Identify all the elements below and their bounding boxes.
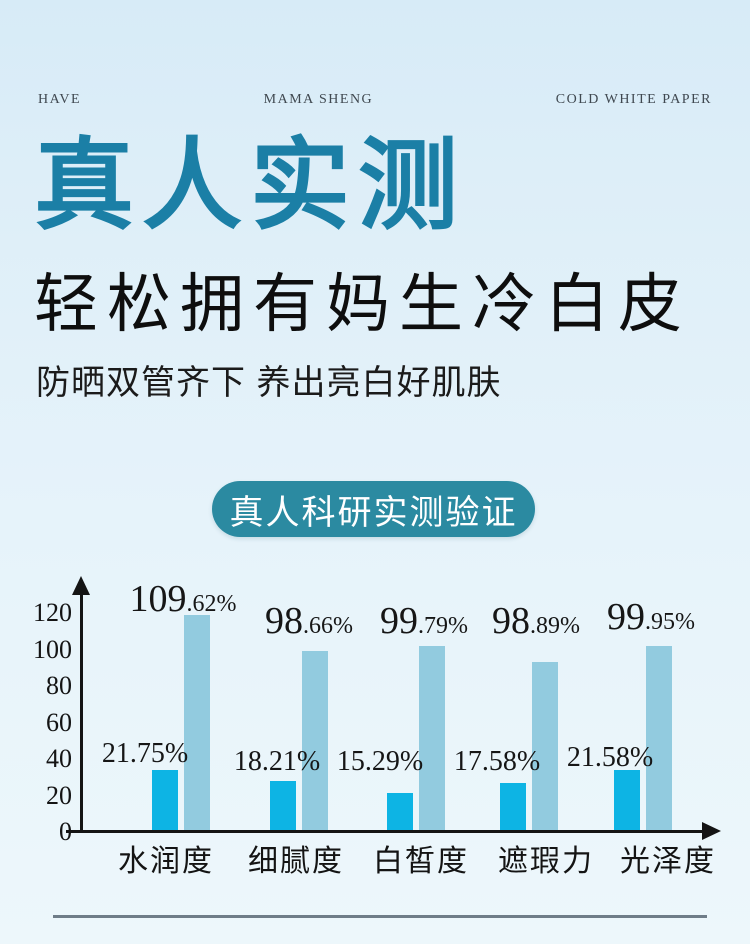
chart-title-badge-label: 真人科研实测验证	[229, 493, 518, 532]
y-axis-line	[80, 594, 83, 833]
category-label: 白皙度	[373, 845, 469, 878]
y-tick-label: 0	[59, 817, 72, 846]
category-label: 光泽度	[620, 845, 716, 878]
value-label-high-int: 98	[492, 600, 530, 642]
value-label-high-frac: .66%	[303, 613, 353, 639]
chart-title-badge: 真人科研实测验证	[212, 481, 535, 537]
bar-high-value-lightblue-bars-水润度	[184, 615, 210, 830]
page-title: 真人实测	[34, 131, 466, 242]
value-label-high: 98.89%	[451, 598, 621, 652]
value-label-high: 99.79%	[339, 598, 509, 652]
x-axis-arrow-icon	[702, 822, 721, 840]
value-label-low: 21.75%	[101, 738, 189, 769]
bar-high-value-lightblue-bars-白皙度	[419, 646, 445, 830]
value-label-high-frac: .79%	[418, 613, 468, 639]
header-right-text: COLD WHITE PAPER	[555, 92, 712, 107]
category-label: 细腻度	[248, 845, 344, 878]
y-tick-label: 20	[46, 780, 72, 810]
category-label: 遮瑕力	[498, 845, 594, 878]
y-tick-label: 80	[46, 671, 72, 700]
value-label-low: 17.58%	[453, 746, 541, 777]
value-label-high-frac: .62%	[186, 591, 237, 617]
header-left-text: HAVE	[38, 92, 82, 107]
value-label-low: 18.21%	[233, 746, 321, 777]
bar-low-value-cyan-bars-遮瑕力	[500, 783, 526, 830]
value-label-high-frac: .89%	[530, 613, 580, 639]
value-label-high: 99.95%	[566, 594, 736, 648]
bar-low-value-cyan-bars-细腻度	[270, 781, 296, 830]
bar-high-value-lightblue-bars-光泽度	[646, 646, 672, 830]
y-tick-label: 120	[33, 598, 72, 627]
bar-high-value-lightblue-bars-细腻度	[302, 651, 328, 830]
value-label-high-int: 98	[265, 600, 303, 642]
x-axis-line	[66, 830, 704, 833]
header-center-text: MAMA SHENG	[263, 92, 374, 107]
bar-low-value-cyan-bars-水润度	[152, 770, 178, 830]
subtitle: 轻松拥有妈生冷白皮	[34, 268, 691, 340]
tagline: 防晒双管齐下 养出亮白好肌肤	[36, 364, 502, 402]
value-label-high-int: 99	[380, 600, 418, 642]
y-axis-arrow-icon	[72, 576, 90, 595]
bottom-divider	[53, 915, 707, 918]
value-label-low: 15.29%	[336, 746, 424, 777]
value-label-high: 109.62%	[98, 576, 268, 630]
value-label-high-int: 109	[129, 578, 187, 620]
bar-high-value-lightblue-bars-遮瑕力	[532, 662, 558, 830]
y-tick-label: 40	[46, 744, 72, 773]
value-label-high-int: 99	[607, 596, 645, 638]
bar-low-value-cyan-bars-白皙度	[387, 793, 413, 830]
category-label: 水润度	[118, 845, 214, 878]
header: HAVE MAMA SHENG COLD WHITE PAPER	[38, 92, 712, 108]
value-label-high: 98.66%	[224, 598, 394, 652]
y-tick-label: 100	[33, 634, 72, 664]
bar-low-value-cyan-bars-光泽度	[614, 770, 640, 830]
value-label-high-frac: .95%	[645, 609, 695, 635]
value-label-low: 21.58%	[566, 742, 654, 773]
y-tick-label: 60	[46, 707, 72, 737]
